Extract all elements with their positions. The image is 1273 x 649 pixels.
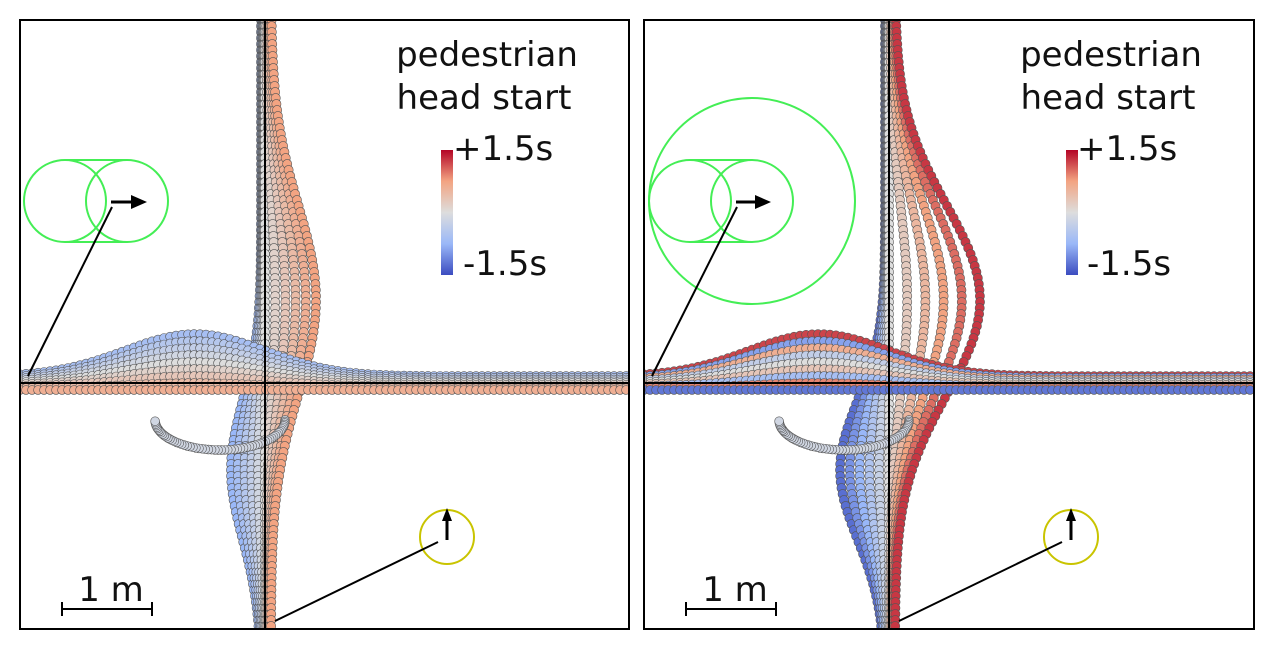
pedestrian-marker xyxy=(1044,508,1098,564)
car-marker xyxy=(24,160,168,242)
legend-title-line2: head start xyxy=(397,78,572,118)
pedestrian-pointer-line xyxy=(275,542,438,621)
legend-title-line1: pedestrian xyxy=(1020,35,1202,75)
colorbar-max-label: +1.5s xyxy=(1077,129,1177,169)
pedestrian-marker xyxy=(420,508,474,564)
colorbar xyxy=(441,150,453,275)
car-pointer-line xyxy=(28,207,112,376)
panel-right: pedestrian head start +1.5s -1.5s 1 m xyxy=(640,15,1255,630)
colorbar-min-label: -1.5s xyxy=(463,244,547,284)
legend-title-line1: pedestrian xyxy=(396,35,578,75)
colorbar-max-label: +1.5s xyxy=(453,129,553,169)
car-marker xyxy=(649,160,793,242)
pedestrian-pointer-line xyxy=(899,542,1062,621)
scale-bar-label: 1 m xyxy=(78,570,144,610)
scale-bar-label: 1 m xyxy=(702,570,768,610)
panel-left: pedestrian head start +1.5s -1.5s 1 m xyxy=(16,15,631,630)
legend-title-line2: head start xyxy=(1021,78,1196,118)
colorbar-min-label: -1.5s xyxy=(1087,244,1171,284)
